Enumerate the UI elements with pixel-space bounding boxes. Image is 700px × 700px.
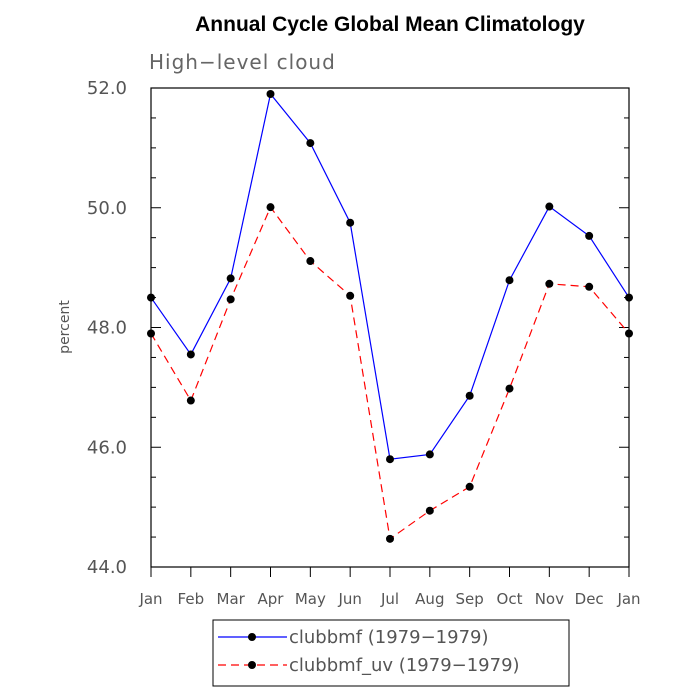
y-axis-label: percent	[57, 300, 73, 354]
series-1-point	[386, 455, 394, 464]
legend-marker-2	[248, 661, 256, 669]
legend-marker-1	[248, 633, 256, 641]
axis-ticks: 44.0 46.0 48.0 50.0 52.0 Jan Feb Mar Apr May Jun Ju…	[87, 78, 641, 608]
series-1-point	[465, 391, 474, 400]
series-1-point	[266, 89, 275, 98]
chart-subtitle: High−level cloud	[149, 50, 336, 74]
series-line-2	[150, 205, 630, 540]
series-1-point	[425, 450, 434, 459]
x-tick-label: Jun	[337, 590, 361, 608]
legend: clubbmf (1979−1979) clubbmf_uv (1979−1979…	[212, 619, 570, 687]
plot-frame	[150, 87, 630, 568]
series-2-point	[465, 482, 474, 491]
series-2-point	[625, 329, 633, 338]
series-2-point	[425, 506, 434, 515]
legend-label-1: clubbmf (1979−1979)	[289, 627, 489, 648]
series-1-point	[505, 276, 514, 285]
x-tick-label: Oct	[497, 590, 523, 608]
x-tick-label: Nov	[535, 590, 564, 608]
y-tick-label: 50.0	[87, 198, 127, 219]
x-tick-label: Mar	[217, 590, 246, 608]
series-1-point	[226, 274, 235, 283]
legend-box	[212, 619, 570, 687]
series-1-point	[346, 218, 355, 227]
y-tick-label: 48.0	[87, 318, 127, 339]
series-layer	[147, 89, 633, 543]
x-tick-label: Sep	[456, 590, 484, 608]
series-2-point	[306, 257, 315, 266]
series-2-point	[226, 295, 235, 304]
series-2-point	[266, 203, 275, 212]
x-tick-label: Feb	[178, 590, 205, 608]
x-tick-label: Dec	[575, 590, 604, 608]
series-2-point	[147, 329, 155, 338]
series-1-point	[585, 231, 594, 240]
series-1-point	[306, 139, 315, 148]
series-2-point	[585, 282, 594, 291]
y-tick-label: 44.0	[87, 557, 127, 578]
series-1-point	[147, 293, 155, 302]
series-2-point	[505, 384, 514, 393]
x-tick-label: Jan	[138, 590, 162, 608]
x-tick-label: Jul	[380, 590, 399, 608]
series-2-point	[186, 396, 195, 405]
x-tick-label: Apr	[258, 590, 285, 608]
y-tick-label: 46.0	[87, 437, 127, 458]
series-1-point	[186, 350, 195, 359]
series-line-1	[150, 92, 630, 460]
legend-label-2: clubbmf_uv (1979−1979)	[289, 655, 520, 676]
x-tick-label: Jan	[616, 590, 640, 608]
x-tick-label: May	[295, 590, 326, 608]
y-tick-label: 52.0	[87, 78, 127, 99]
series-2-point	[346, 291, 355, 300]
series-1-point	[625, 293, 633, 302]
series-2-point	[545, 279, 554, 288]
x-tick-label: Aug	[415, 590, 444, 608]
series-2-point	[386, 534, 394, 543]
chart-title: Annual Cycle Global Mean Climatology	[195, 13, 585, 36]
series-1-point	[545, 202, 554, 211]
